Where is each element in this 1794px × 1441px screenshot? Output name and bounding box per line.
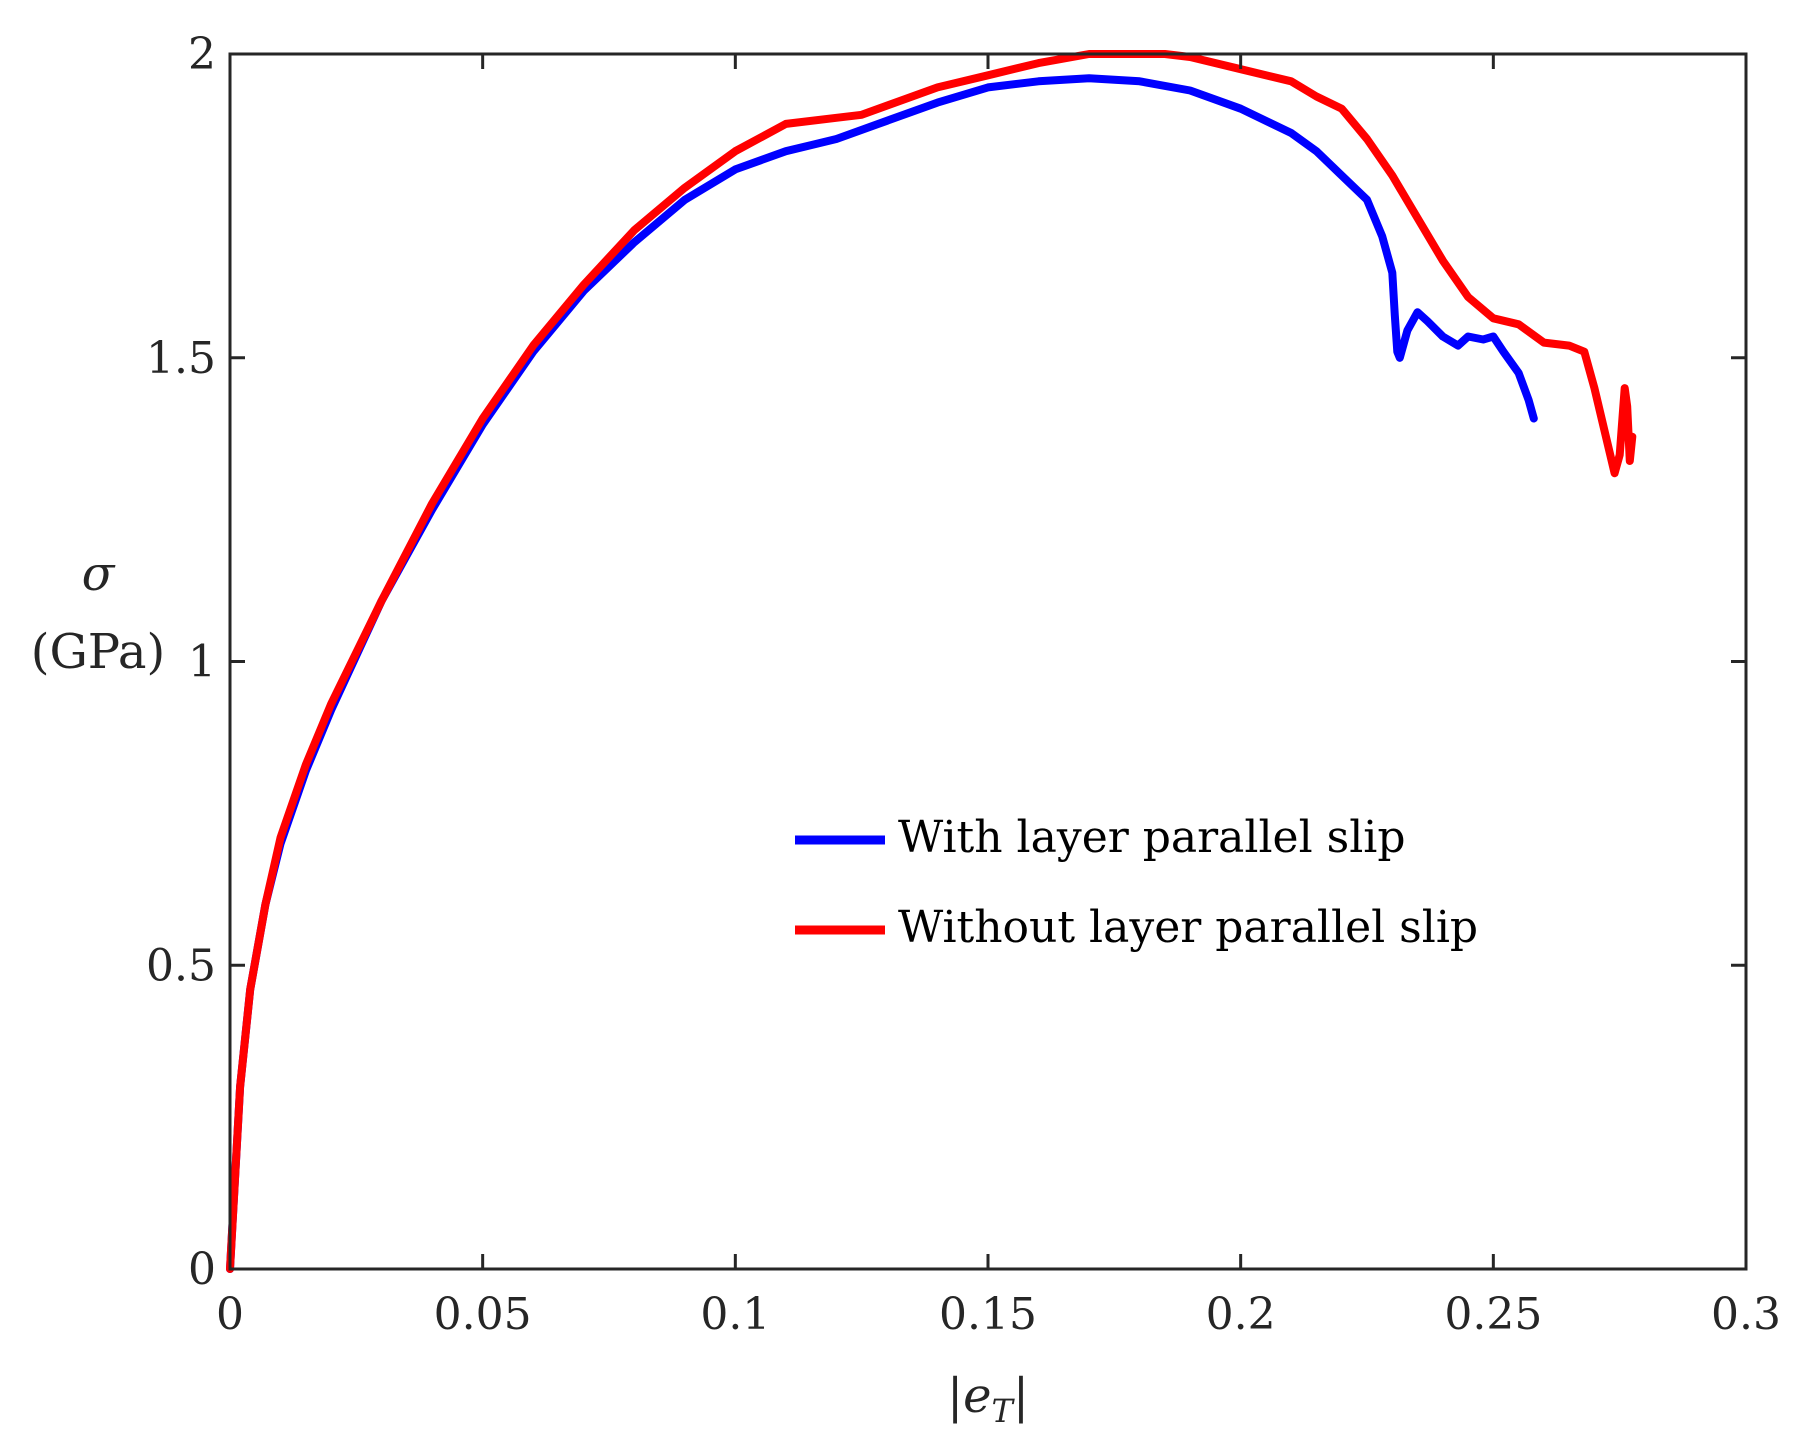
- x-axis-title-sub: T: [992, 1392, 1016, 1430]
- y-tick-label: 1: [188, 637, 216, 688]
- x-tick-label: 0.25: [1444, 1289, 1542, 1340]
- y-tick-label: 0: [188, 1244, 216, 1295]
- x-axis-title-end: |: [1013, 1368, 1029, 1424]
- y-tick-label: 0.5: [146, 940, 216, 991]
- y-axis-ticks: 0 0.5 1 1.5 2: [146, 29, 1746, 1295]
- plot-background: [230, 54, 1746, 1269]
- y-tick-label: 1.5: [146, 333, 216, 384]
- plot-area: [230, 54, 1746, 1269]
- y-axis-title: σ (GPa): [31, 546, 166, 680]
- x-tick-label: 0.1: [700, 1289, 770, 1340]
- x-axis-title-main: |e: [947, 1368, 992, 1424]
- x-axis-ticks: 0 0.05 0.1 0.15 0.2 0.25 0.3: [216, 54, 1781, 1340]
- x-tick-label: 0: [216, 1289, 244, 1340]
- x-tick-label: 0.15: [939, 1289, 1037, 1340]
- legend-label-without-slip: Without layer parallel slip: [898, 902, 1478, 953]
- legend-label-with-slip: With layer parallel slip: [898, 812, 1406, 863]
- y-axis-title-unit: (GPa): [31, 624, 166, 680]
- x-tick-label: 0.3: [1711, 1289, 1781, 1340]
- y-tick-label: 2: [188, 29, 216, 80]
- y-axis-title-symbol: σ: [82, 546, 116, 602]
- x-tick-label: 0.05: [434, 1289, 532, 1340]
- x-axis-title: |eT|: [947, 1368, 1029, 1430]
- legend: With layer parallel slip Without layer p…: [795, 812, 1478, 953]
- x-tick-label: 0.2: [1206, 1289, 1276, 1340]
